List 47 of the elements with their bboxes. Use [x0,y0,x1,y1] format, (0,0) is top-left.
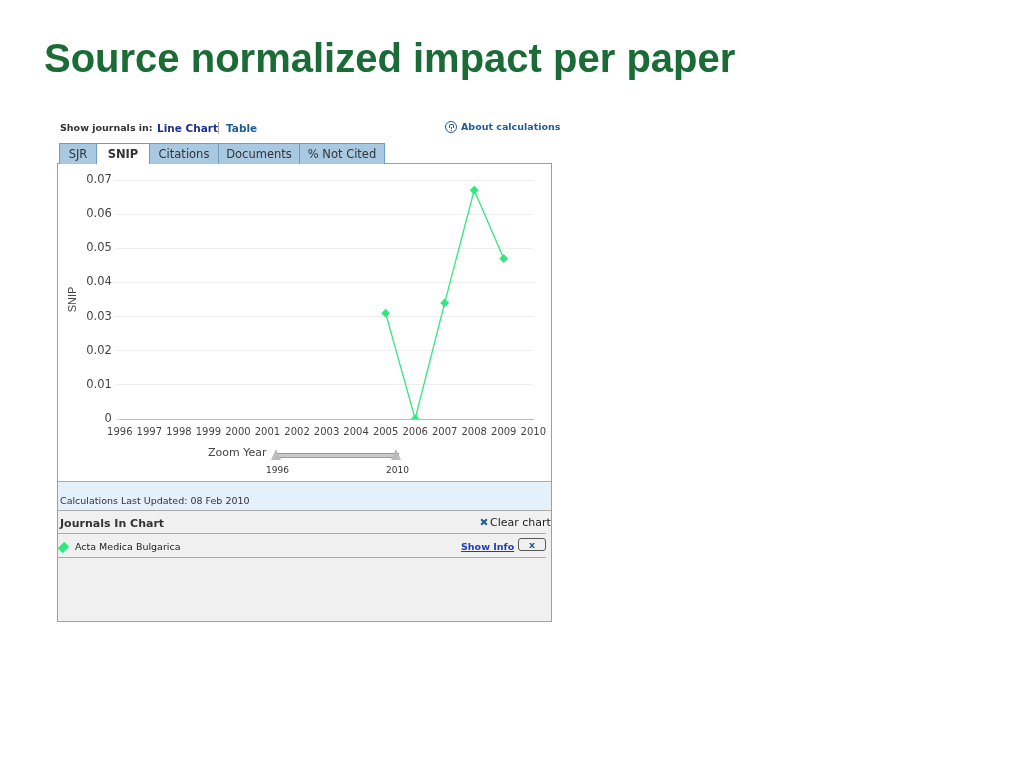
y-tick-label: 0.04 [86,274,112,289]
text: SJR [59,143,97,164]
y-tick-label: 0.05 [86,240,112,255]
text: Table [226,122,258,134]
x-tick-label: 2002 [284,425,310,437]
y-tick-label: 0.07 [86,171,112,186]
point [440,298,449,308]
text: About calculations [461,121,561,132]
chart-title: Source normalized impact per paper [44,36,736,81]
x-tick-label: 1998 [166,425,192,437]
x-tick-label: 1997 [136,425,163,437]
y-tick-label: 0.06 [86,206,112,221]
text: Show Info [461,541,515,552]
text: x [518,538,546,551]
x-tick-label: 2005 [372,425,399,437]
point [499,254,508,263]
text: SNIP [96,143,150,164]
x-tick-label: 2006 [402,425,428,437]
x-tick-label: 2009 [491,425,517,437]
y-axis-title: SNIP [65,286,78,313]
text: 1996 [266,465,289,475]
y-tick-label: 0 [104,410,112,425]
text: Journals In Chart [60,517,165,530]
y-tick-label: 0.03 [86,308,112,323]
x-tick-label: 2001 [254,425,281,437]
point [381,309,390,318]
x-tick-label: 2000 [225,425,251,437]
legend-label: Acta Medica Bulgarica [75,541,181,552]
x-tick-label: 2004 [343,425,369,437]
text: Show journals in: [60,122,153,133]
x-tick-label: 1999 [195,425,222,437]
text: Documents [218,143,300,164]
point [470,186,479,195]
text: 2010 [386,465,409,475]
x-tick-label: 2008 [461,425,487,437]
x-tick-label: 2010 [520,425,546,437]
text: Zoom Year [208,446,267,459]
text: Calculations Last Updated: 08 Feb 2010 [60,495,250,506]
text: Clear chart [490,516,551,529]
x-tick-label: 2003 [313,425,340,437]
x-tick-label: 2007 [431,425,458,437]
x-tick-label: 1996 [107,425,133,437]
text: Citations [149,143,219,164]
y-tick-label: 0.02 [86,342,112,357]
y-tick-label: 0.01 [86,376,112,391]
text: % Not Cited [299,143,385,164]
text: Line Chart [157,122,219,134]
